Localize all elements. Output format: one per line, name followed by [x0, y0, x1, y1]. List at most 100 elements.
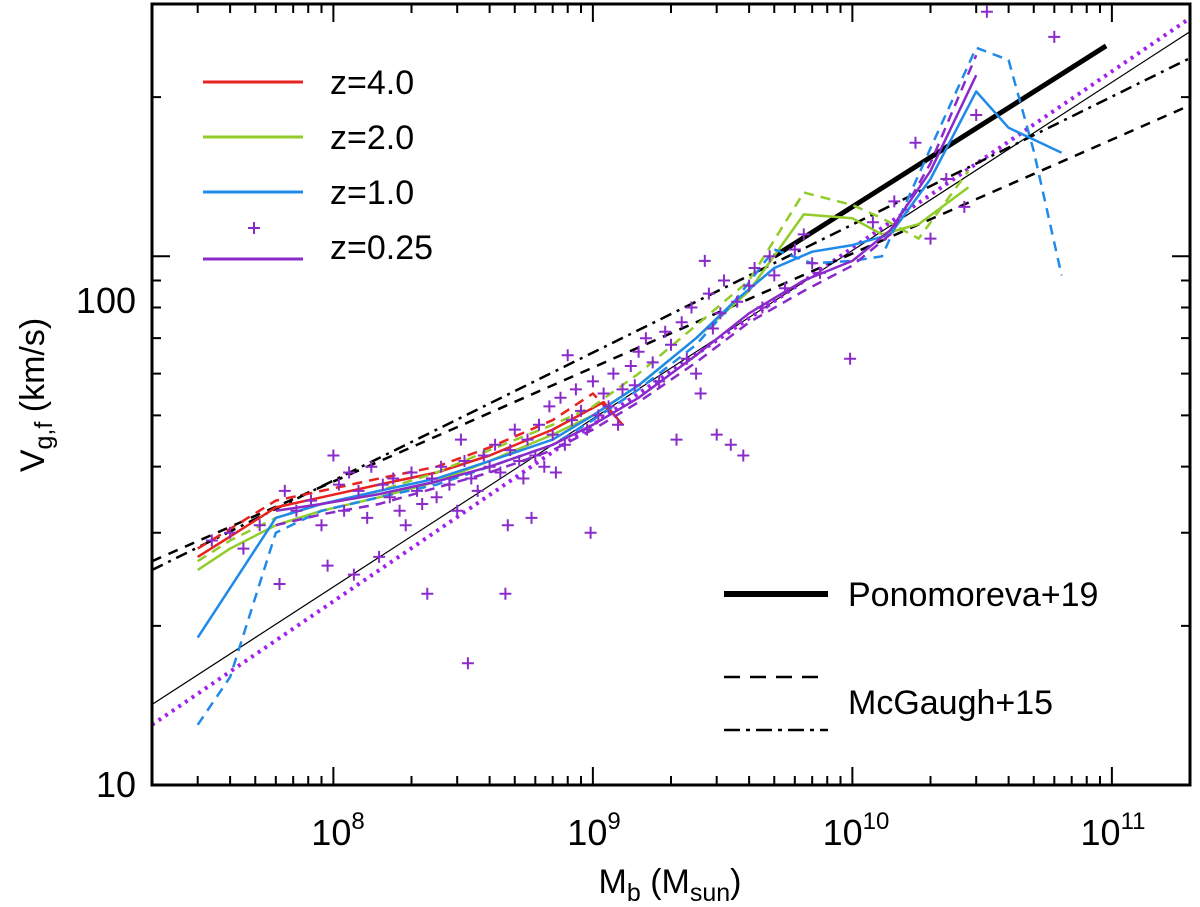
- scatter-point: [710, 428, 723, 441]
- scatter-point: [327, 449, 340, 462]
- scatter-point: [970, 109, 983, 121]
- scatter-point: [737, 449, 750, 462]
- legend-bottom: Ponomoreva+19 McGaugh+15: [724, 576, 1098, 732]
- scatter-point: [698, 254, 711, 267]
- scatter-point: [743, 279, 756, 292]
- scatter-point: [458, 455, 471, 467]
- scatter-point: [597, 387, 610, 400]
- scatter-point: [321, 559, 334, 572]
- scatter-point: [393, 504, 406, 517]
- scatter-point: [909, 136, 922, 149]
- scatter-point: [352, 484, 365, 497]
- scatter-point: [653, 375, 666, 388]
- scatter-point: [924, 232, 937, 245]
- scatter-point: [602, 400, 615, 413]
- scatter-point: [332, 478, 345, 491]
- scatter-point: [517, 472, 530, 485]
- scatter-point: [347, 568, 360, 581]
- scatter-point: [435, 460, 448, 473]
- series-line-7: [275, 54, 978, 527]
- scatter-point: [443, 478, 456, 491]
- legend-label-z4: z=4.0: [330, 64, 414, 102]
- scatter-point: [714, 307, 727, 320]
- x-tick-label: 1010: [823, 808, 890, 853]
- scatter-point: [421, 587, 434, 600]
- legend-label-z1: z=1.0: [330, 174, 414, 212]
- scatter-point: [315, 519, 328, 532]
- scatter-point: [529, 449, 542, 462]
- scatter-point: [538, 460, 551, 473]
- scatter-point: [253, 519, 266, 532]
- scatter-point: [797, 228, 810, 241]
- scatter-point: [748, 262, 761, 274]
- scatter-point: [866, 216, 879, 229]
- scatter-point: [632, 345, 645, 358]
- scatter-point: [430, 491, 443, 504]
- scatter-point: [278, 484, 291, 497]
- scatter-point: [338, 504, 351, 517]
- scatter-point: [558, 438, 571, 451]
- scatter-point: [806, 257, 819, 270]
- scatter-point: [788, 243, 801, 256]
- scatter-point: [569, 383, 582, 396]
- x-tick-label: 1011: [1081, 808, 1146, 853]
- scatter-point: [702, 287, 715, 300]
- scatter-point: [554, 391, 567, 404]
- scatter-point: [237, 542, 250, 555]
- scatter-point: [224, 526, 237, 539]
- scatter-point: [586, 375, 599, 388]
- series-line-0: [197, 400, 624, 558]
- scatter-point: [426, 472, 438, 485]
- scatter-point: [646, 356, 659, 369]
- legend-label-ponomoreva: Ponomoreva+19: [848, 576, 1098, 614]
- data-lines-layer: [152, 16, 1190, 727]
- legend-label-z025: z=0.25: [330, 229, 433, 267]
- scatter-point: [290, 504, 303, 517]
- x-tick-label: 108: [311, 808, 364, 853]
- scatter-point: [465, 472, 478, 485]
- scatter-point: [383, 491, 396, 504]
- scatter-point: [665, 338, 677, 351]
- scatter-point: [724, 438, 737, 451]
- scatter-point: [844, 352, 857, 365]
- scatter-point: [521, 433, 534, 446]
- scatter-point: [405, 466, 418, 479]
- scatter-layer: [205, 5, 1061, 670]
- ref-line-purple-dotted-fit: [152, 16, 1190, 727]
- axis-ticks: [151, 3, 1191, 786]
- x-tick-label: 109: [567, 808, 620, 853]
- y-tick-label: 100: [76, 280, 136, 321]
- scatter-point: [416, 498, 429, 510]
- scatter-point: [461, 657, 474, 670]
- y-axis-title: Vg,f (km/s): [14, 318, 58, 472]
- scatter-point: [958, 200, 971, 213]
- scatter-point: [706, 322, 719, 335]
- scatter-point: [205, 534, 218, 547]
- scatter-point: [504, 444, 517, 457]
- scatter-point: [581, 423, 594, 436]
- scatter-point: [565, 414, 578, 427]
- scatter-point: [533, 418, 545, 431]
- scatter-point: [471, 484, 484, 497]
- scatter-point: [399, 519, 412, 532]
- scatter-point: [584, 526, 597, 539]
- scatter-point: [549, 466, 562, 479]
- scatter-point: [756, 301, 769, 314]
- scatter-point: [680, 352, 693, 365]
- scatter-point: [543, 400, 556, 413]
- scatter-point: [940, 173, 953, 185]
- scatter-point: [501, 519, 514, 532]
- legend-marker-plus: [248, 222, 260, 234]
- scatter-point: [273, 578, 286, 590]
- y-tick-labels: 10 100: [76, 280, 136, 805]
- series-line-3: [197, 170, 970, 563]
- scatter-point: [685, 301, 698, 314]
- scatter-point: [628, 379, 641, 392]
- series-line-5: [196, 46, 1063, 726]
- scatter-point: [361, 511, 374, 524]
- scatter-point: [694, 387, 707, 400]
- scatter-point: [763, 250, 776, 263]
- scatter-point: [670, 433, 683, 446]
- scatter-point: [305, 494, 317, 507]
